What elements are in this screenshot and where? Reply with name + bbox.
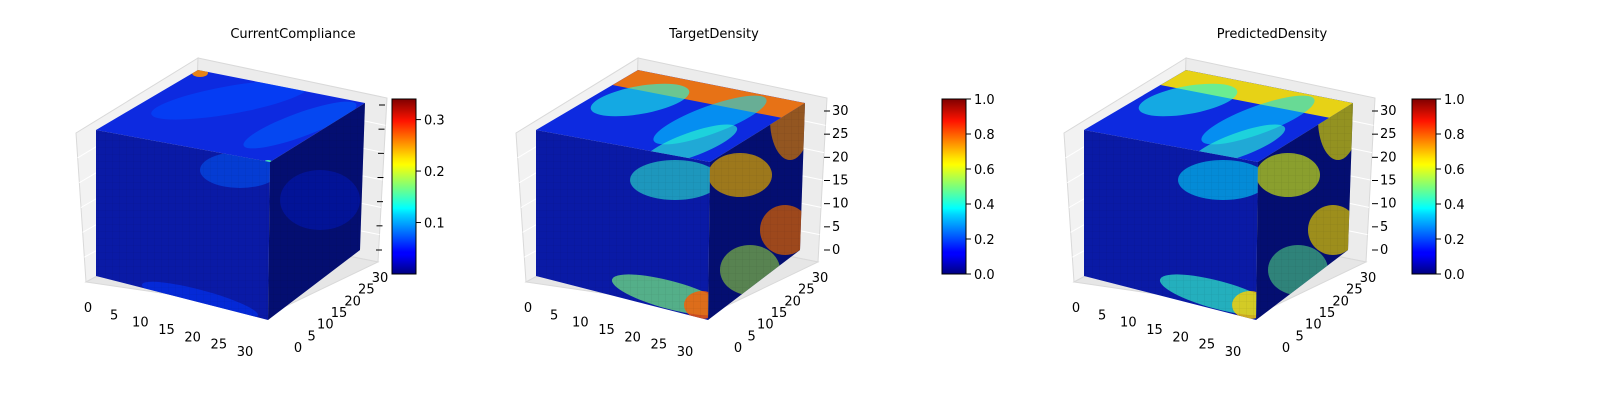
voxel-texture (1084, 130, 1258, 320)
x-tick-label: 15 (598, 323, 615, 338)
x-tick-label: 30 (237, 345, 254, 360)
panels: 0 5 10 15 20 25 30 051015202530CurrentComplianc… (75, 27, 1465, 360)
colorbar-tick-label: 0.6 (974, 163, 995, 178)
panel-1: 0 5 10 15 20 25 30 051015202530CurrentComplianc… (75, 27, 445, 360)
x-tick-label: 5 (550, 308, 558, 323)
colorbar (941, 98, 967, 275)
colorbar (1411, 98, 1437, 275)
z-tick-label: 5 (1380, 220, 1388, 235)
x-tick-label: 0 (524, 301, 532, 316)
colorbar-tick-label: 0.2 (1444, 233, 1465, 248)
voxel-texture (708, 103, 805, 320)
y-tick-label: 15 (1319, 306, 1336, 321)
x-tick-label: 20 (184, 330, 201, 345)
x-tick-label: 10 (572, 316, 589, 331)
x-tick-label: 25 (651, 338, 668, 353)
top-face-field (590, 70, 805, 162)
colorbar-tick-label: 0.4 (1444, 198, 1465, 213)
y-tick-label: 15 (331, 306, 348, 321)
x-tick-label: 15 (1146, 323, 1163, 338)
panel-title: CurrentCompliance (230, 27, 355, 42)
x-tick-label: 25 (1199, 338, 1216, 353)
voxel-texture (96, 130, 270, 320)
colorbar-tick-label: 1.0 (1444, 93, 1465, 108)
y-tick-label: 30 (812, 271, 829, 286)
y-tick-label: 5 (1296, 329, 1304, 344)
field-blob (590, 83, 690, 117)
colorbar-tick-label: 0.8 (974, 128, 995, 143)
voxel-texture (1256, 103, 1353, 320)
x-tick-label: 20 (624, 330, 641, 345)
z-tick-label: 20 (832, 150, 849, 165)
x-tick-label: 0 (1072, 301, 1080, 316)
x-tick-label: 20 (1172, 330, 1189, 345)
x-tick-label: 0 (84, 301, 92, 316)
colorbar-tick-label: 0.0 (974, 268, 995, 283)
colorbar-tick-label: 1.0 (974, 93, 995, 108)
x-tick-label: 10 (1120, 316, 1137, 331)
z-tick-label: 10 (1380, 197, 1397, 212)
y-tick-label: 25 (1346, 283, 1363, 298)
x-tick-label: 10 (132, 316, 149, 331)
y-tick-label: 0 (1282, 341, 1290, 356)
colorbar-tick-label: 0.0 (1444, 268, 1465, 283)
panel-title: PredictedDensity (1217, 27, 1328, 42)
x-tick-label: 5 (1098, 308, 1106, 323)
field-blob (1138, 83, 1238, 117)
panel-title: TargetDensity (668, 27, 759, 42)
y-tick-label: 15 (771, 306, 788, 321)
y-tick-label: 0 (734, 341, 742, 356)
colorbar (391, 98, 417, 275)
y-tick-label: 30 (372, 271, 389, 286)
y-tick-label: 10 (317, 318, 334, 333)
x-tick-label: 5 (110, 308, 118, 323)
x-tick-label: 15 (158, 323, 175, 338)
y-tick-label: 30 (1360, 271, 1377, 286)
colorbar-tick-label: 0.2 (974, 233, 995, 248)
colorbar-tick-label: 0.6 (1444, 163, 1465, 178)
colorbar-tick-label: 0.1 (424, 217, 445, 232)
z-tick-label: 5 (832, 220, 840, 235)
y-tick-label: 25 (798, 283, 815, 298)
colorbar-tick-label: 0.8 (1444, 128, 1465, 143)
field-blob (1201, 95, 1315, 145)
field-blob (653, 95, 767, 145)
panel-3: 0 5 10 15 20 25 30 051015202530051015202530Pred… (1063, 27, 1465, 360)
y-tick-label: 10 (757, 318, 774, 333)
z-tick-label: 30 (832, 104, 849, 119)
y-tick-label: 10 (1305, 318, 1322, 333)
z-tick-label: 10 (832, 197, 849, 212)
z-tick-label: 15 (1380, 174, 1397, 189)
x-tick-label: 25 (211, 338, 228, 353)
colorbar-tick-label: 0.2 (424, 165, 445, 180)
z-tick-label: 20 (1380, 150, 1397, 165)
face-shade (268, 103, 365, 320)
y-tick-label: 5 (308, 329, 316, 344)
x-tick-label: 30 (677, 345, 694, 360)
field-blob (243, 101, 357, 149)
panel-2: 0 5 10 15 20 25 30 051015202530051015202530Targ… (515, 27, 995, 360)
y-tick-label: 5 (748, 329, 756, 344)
voxel-texture (536, 130, 710, 320)
colorbar-tick-label: 0.4 (974, 198, 995, 213)
colorbar-tick-label: 0.3 (424, 114, 445, 129)
y-tick-label: 0 (294, 341, 302, 356)
x-tick-label: 30 (1225, 345, 1242, 360)
face-shade (708, 103, 805, 320)
y-tick-label: 20 (1332, 294, 1349, 309)
z-tick-label: 30 (1380, 104, 1397, 119)
z-tick-label: 0 (1380, 243, 1388, 258)
y-tick-label: 25 (358, 283, 375, 298)
z-tick-label: 0 (832, 243, 840, 258)
z-tick-label: 15 (832, 174, 849, 189)
z-tick-label: 25 (1380, 127, 1397, 142)
y-tick-label: 20 (784, 294, 801, 309)
field-blob (151, 80, 309, 120)
z-tick-label: 25 (832, 127, 849, 142)
voxel-texture (268, 103, 365, 320)
y-tick-label: 20 (344, 294, 361, 309)
face-shade (1256, 103, 1353, 320)
